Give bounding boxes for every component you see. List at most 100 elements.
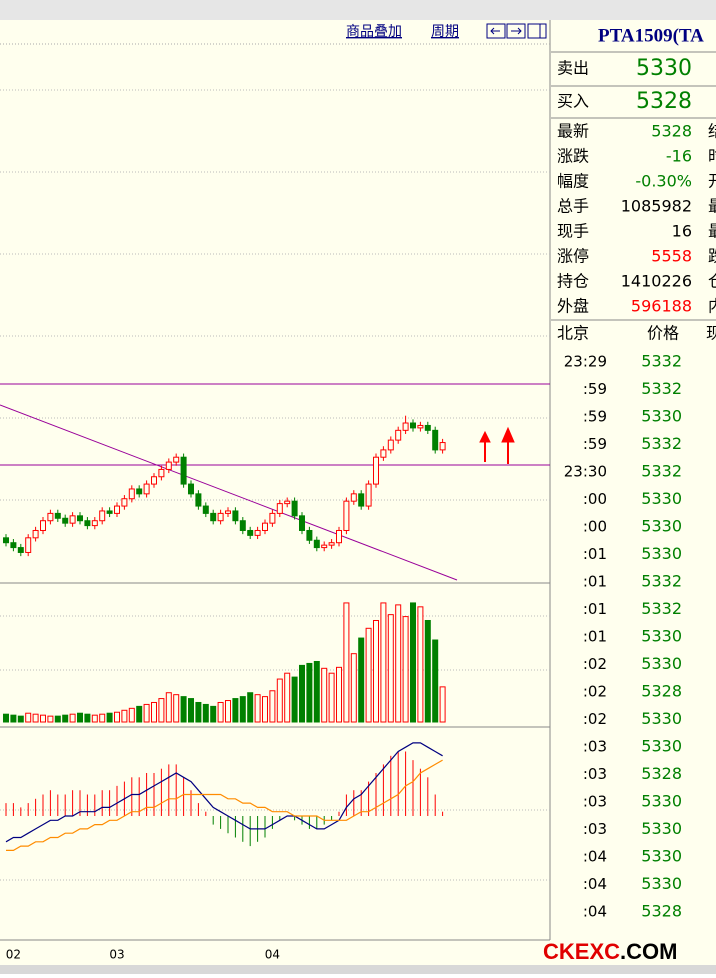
volume-bar: [232, 698, 239, 723]
stat-label: 涨跌: [557, 147, 589, 166]
plot: 02 03 04: [3, 415, 446, 962]
stat-next-label: 内: [708, 297, 716, 316]
volume-bar: [54, 715, 61, 723]
stat-next-label: 时: [708, 147, 716, 166]
tick-price: 5332: [641, 462, 682, 481]
stat-value: 1410226: [621, 272, 692, 291]
tick-time: :01: [583, 545, 607, 563]
candle-body: [151, 476, 157, 485]
volume-bar: [225, 700, 231, 723]
tick-price: 5330: [641, 407, 682, 426]
volume-bar: [336, 666, 342, 723]
stat-next-label: 开: [708, 172, 716, 191]
tick-price: 5330: [641, 709, 682, 728]
macd-dif: [5, 742, 443, 843]
quote-panel: PTA1509(TA 卖出 5330 买入 5328 最新 5328 结涨跌 -16 时…: [551, 25, 716, 921]
stat-next-label: 仓: [708, 272, 716, 291]
candle-body: [195, 493, 202, 507]
candle-body: [202, 505, 209, 514]
drawn-lines: [0, 383, 550, 581]
ask-price: 5330: [636, 56, 692, 81]
candle-body: [321, 544, 328, 549]
tick-price: 5332: [641, 379, 682, 398]
candle-body: [128, 488, 135, 500]
candle-body: [291, 500, 298, 517]
tick-price: 5330: [641, 489, 682, 508]
watermark-brand: CKEXC: [543, 939, 620, 964]
candle-body: [313, 539, 320, 549]
tick-price: 5330: [641, 792, 682, 811]
tick-time: :03: [583, 738, 607, 756]
candle-body: [336, 529, 342, 544]
candle-body: [84, 520, 91, 527]
candle-body: [91, 520, 98, 527]
volume-bar: [40, 714, 46, 723]
candle-body: [417, 424, 424, 429]
overlay-button[interactable]: 商品叠加: [346, 24, 402, 40]
volume-bar: [158, 698, 165, 723]
nav-icons[interactable]: [486, 23, 547, 39]
stat-value: -0.30%: [635, 172, 692, 191]
volume-bar: [202, 703, 209, 723]
volume-bar: [291, 676, 298, 723]
candle-body: [62, 517, 69, 524]
volume-bar: [424, 619, 431, 723]
stat-next-label: 最: [708, 222, 716, 241]
tick-price: 5330: [641, 517, 682, 536]
tick-price: 5330: [641, 847, 682, 866]
candle-body: [373, 456, 379, 485]
volume-bar: [69, 713, 76, 723]
period-button[interactable]: 周期: [431, 24, 459, 40]
tick-time: :02: [583, 710, 607, 728]
candle-body: [276, 503, 283, 514]
candle-body: [47, 512, 54, 522]
candle-body: [424, 424, 431, 431]
tick-price: 5330: [641, 819, 682, 838]
stat-next-label: 结: [708, 122, 716, 141]
volume-bar: [410, 602, 416, 723]
tick-time: :59: [583, 408, 607, 426]
candle-body: [188, 483, 194, 495]
volume-bar: [350, 653, 357, 723]
tick-time: :02: [583, 655, 607, 673]
tick-time: :00: [583, 490, 607, 508]
volume-bar: [188, 698, 194, 723]
volume-bar: [84, 713, 91, 723]
volume-bar: [395, 604, 402, 723]
candle-body: [3, 537, 9, 544]
tick-header: 价格: [647, 324, 679, 343]
volume-bar: [299, 664, 305, 723]
x-label: 03: [109, 948, 124, 962]
volume-bar: [151, 701, 157, 723]
x-label: 04: [265, 948, 280, 962]
tick-time: :04: [583, 903, 607, 921]
candle-body: [106, 510, 113, 514]
candle-body: [439, 442, 446, 451]
candle-body: [121, 498, 128, 507]
volume-bar: [195, 701, 202, 723]
tick-price: 5332: [641, 599, 682, 618]
candle-body: [158, 468, 165, 478]
tick-price: 5330: [641, 874, 682, 893]
volume-bar: [47, 715, 54, 723]
candle-body: [262, 522, 268, 531]
stat-value: 5558: [651, 247, 692, 266]
volume-bar: [262, 696, 268, 723]
candle-body: [358, 493, 365, 507]
candle-body: [32, 529, 39, 539]
tick-price: 5328: [641, 902, 682, 921]
volume-bar: [128, 707, 135, 723]
volume-bar: [321, 667, 328, 723]
volume-bar: [284, 672, 291, 723]
candle-body: [328, 542, 335, 546]
candle-body: [180, 456, 187, 485]
tick-time: :00: [583, 518, 607, 536]
candle-body: [25, 537, 32, 553]
stat-value: -16: [666, 147, 692, 166]
tick-price: 5330: [641, 627, 682, 646]
tick-price: 5328: [641, 764, 682, 783]
volume-bar: [343, 602, 350, 723]
candle-body: [365, 483, 372, 507]
tick-time: :03: [583, 793, 607, 811]
tick-time: :01: [583, 573, 607, 591]
